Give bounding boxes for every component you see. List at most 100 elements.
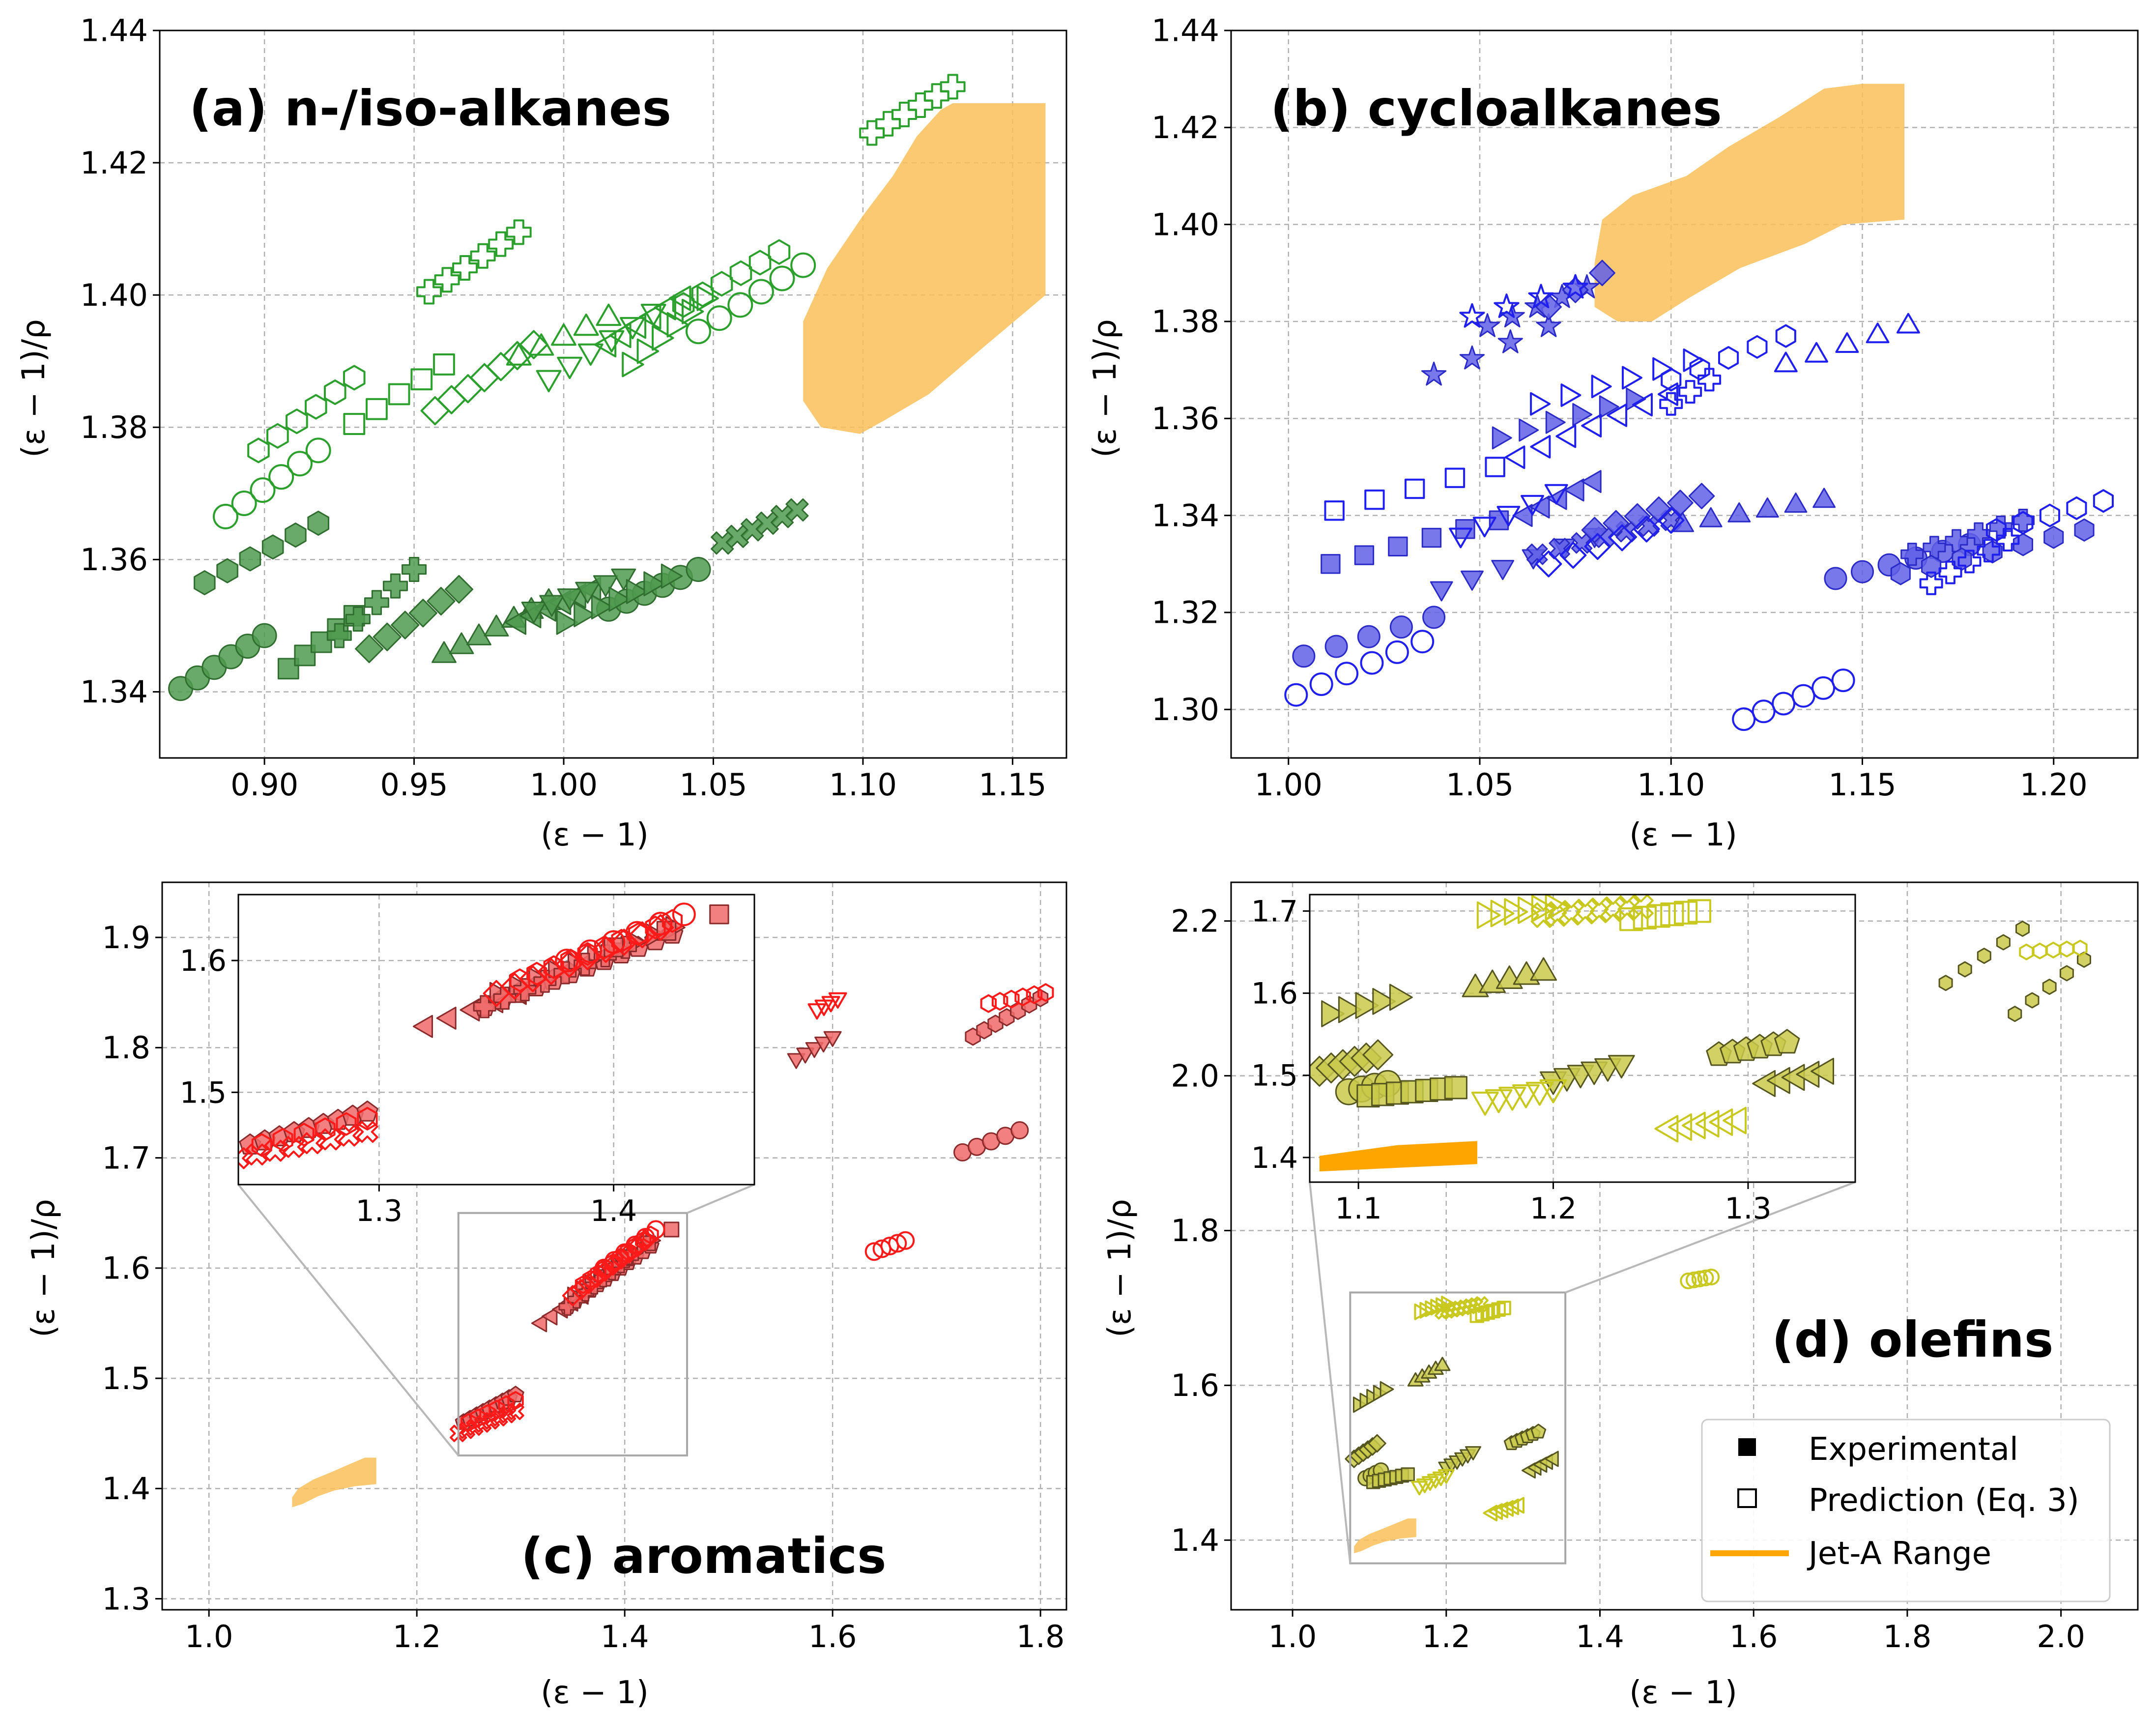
panel-b-point-circle-prediction	[1811, 676, 1836, 700]
panel-a-point-plus-experimental	[326, 623, 352, 648]
panel-c-title: (c) aromatics	[521, 1527, 887, 1585]
panel-c-point-pentagon-experimental	[507, 1386, 524, 1402]
panel-d-inset-point-triangle-left-prediction	[1654, 1115, 1679, 1143]
panel-b-point-square-prediction	[1485, 457, 1505, 477]
panel-d-inset-ytick-label: 1.7	[1251, 894, 1298, 929]
panel-a-point-hexagon-prediction	[324, 379, 346, 405]
panel-b-point-plus-prediction	[1659, 392, 1683, 416]
panel-a-point-circle-prediction	[213, 503, 238, 529]
panel-a-xtick-label: 1.15	[978, 767, 1046, 803]
panel-a-point-circle-prediction	[287, 451, 313, 477]
panel-c-xtick-label: 1.0	[185, 1619, 233, 1655]
panel-d-inset-point-x-prediction	[1600, 896, 1626, 922]
panel-c-inset-ytick-label: 1.6	[180, 944, 227, 978]
panel-a-point-hexagon-prediction	[672, 292, 695, 318]
panel-d-point-x-prediction	[1435, 1304, 1450, 1320]
panel-c-point-x-prediction	[450, 1424, 467, 1442]
panel-a-point-square-prediction	[410, 368, 433, 391]
panel-b-point-circle-prediction	[1752, 699, 1776, 724]
panel-d-point-square-prediction	[1469, 1308, 1485, 1323]
panel-d-inset-point-triangle-right-experimental	[1321, 1000, 1345, 1027]
panel-a-xlabel: (ε − 1)	[541, 817, 649, 853]
panel-c-inset-point-diamond-prediction	[519, 965, 546, 992]
panel-b-point-circle-prediction	[1335, 662, 1359, 686]
panel-d-point-triangle-left-prediction	[1510, 1497, 1524, 1514]
panel-b-point-circle-experimental	[1292, 644, 1316, 668]
panel-b-xtick-label: 1.05	[1446, 767, 1514, 803]
panel-c-inset-point-diamond-prediction	[592, 936, 619, 963]
panel-a-point-circle-prediction	[250, 477, 276, 503]
panel-a-point-triangle-down-prediction	[536, 370, 562, 392]
panel-d-inset-point-triangle-left-prediction	[1709, 1108, 1733, 1136]
panel-d-point-circle-prediction	[1686, 1271, 1702, 1288]
panel-b-point-triangle-up-experimental	[1784, 493, 1808, 513]
panel-a-point-circle-prediction	[686, 319, 711, 345]
panel-a-xtick-label: 1.00	[530, 767, 598, 803]
panel-b-point-triangle-down-prediction	[1496, 506, 1521, 526]
panel-b-point-square-experimental	[1388, 536, 1408, 557]
panel-b-point-circle-prediction	[1360, 651, 1384, 675]
panel-b-point-triangle-down-experimental	[1430, 581, 1453, 602]
panel-a-point-triangle-right-prediction	[652, 325, 674, 351]
panel-d-zoom-connector	[1309, 1182, 1351, 1564]
panel-d-point-triangle-left-prediction	[1499, 1500, 1514, 1517]
panel-a-jet-a-region	[803, 103, 1046, 434]
panel-b-point-x-experimental	[1549, 538, 1570, 559]
panel-a-point-hexagon-prediction	[691, 281, 714, 307]
panel-b-point-plus-prediction	[1919, 571, 1943, 595]
panel-c-point-circle-prediction	[896, 1231, 915, 1250]
panel-a-point-circle-prediction	[231, 491, 257, 516]
panel-a-point-circle-prediction	[769, 265, 795, 291]
panel-d-point-triangle-down-prediction	[1437, 1469, 1455, 1484]
panel-b-point-plus-experimental	[1923, 536, 1946, 559]
panel-a-xtick-label: 0.95	[380, 767, 448, 803]
panel-d-point-triangle-left-experimental	[1544, 1451, 1559, 1467]
panel-a-point-plus-prediction	[470, 243, 496, 269]
panel-a-point-square-experimental	[294, 644, 316, 667]
panel-a-point-hexagon-experimental	[239, 546, 261, 572]
panel-c-point-hexagon-prediction	[470, 1408, 487, 1427]
panel-b-point-plus-experimental	[1900, 543, 1924, 566]
panel-b-point-triangle-right-experimental	[1519, 418, 1539, 442]
panel-c-inset-point-circle-prediction	[672, 902, 696, 927]
panel-a-point-plus-prediction	[940, 74, 966, 100]
panel-c-xtick-label: 1.4	[601, 1619, 649, 1655]
panel-d-ytick-label: 1.6	[1171, 1367, 1219, 1403]
panel-c-inset-point-diamond-prediction	[574, 943, 601, 970]
panel-a-point-diamond-experimental	[427, 587, 456, 616]
panel-a-point-square-experimental	[277, 658, 299, 680]
panel-a-point-x-experimental	[785, 498, 809, 522]
panel-d-zoom-box	[1349, 1291, 1567, 1565]
panel-b-point-triangle-up-experimental	[1756, 497, 1779, 518]
panel-a-xtick-label: 1.10	[829, 767, 897, 803]
panel-b-point-circle-experimental	[1324, 635, 1348, 658]
panel-a-point-triangle-right-experimental	[661, 563, 683, 589]
panel-d-point-square-prediction	[1480, 1305, 1495, 1320]
panel-b-point-hexagon-prediction	[2012, 511, 2034, 535]
panel-d-ylabel: (ε − 1)/ρ	[1102, 1199, 1138, 1337]
panel-d-point-hexagon-experimental	[1977, 948, 1991, 964]
panel-c-inset-point-circle-prediction	[602, 930, 626, 954]
panel-b-point-circle-prediction	[1410, 630, 1435, 654]
panel-c-inset-point-hexagon-prediction	[543, 955, 564, 979]
panel-d-point-x-prediction	[1451, 1301, 1467, 1316]
panel-c-xlabel: (ε − 1)	[541, 1675, 649, 1711]
panel-d-point-hexagon-experimental	[1938, 975, 1953, 991]
panel-a-point-hexagon-prediction	[710, 271, 733, 297]
panel-d-inset-point-triangle-down-prediction	[1498, 1086, 1526, 1111]
panel-b-point-diamond-prediction	[1535, 551, 1562, 578]
panel-b-point-triangle-left-experimental	[1512, 504, 1533, 527]
panel-d-point-hexagon-prediction	[2072, 939, 2088, 957]
panel-a-point-triangle-down-prediction	[577, 343, 604, 366]
panel-a-point-circle-experimental	[252, 623, 277, 648]
panel-b-point-circle-prediction	[1284, 683, 1308, 707]
panel-b-point-hexagon-prediction	[1718, 346, 1739, 370]
panel-a-point-triangle-right-prediction	[636, 338, 659, 364]
panel-a-point-hexagon-prediction	[748, 250, 772, 276]
panel-b-ytick-label: 1.34	[1151, 497, 1219, 533]
panel-d-inset-xtick-label: 1.2	[1530, 1191, 1577, 1226]
panel-a-point-hexagon-prediction	[768, 239, 791, 265]
legend-label-experimental: Experimental	[1809, 1431, 2018, 1468]
panel-d-series-group	[1345, 921, 2091, 1522]
legend-label-prediction: Prediction (Eq. 3)	[1809, 1482, 2079, 1519]
